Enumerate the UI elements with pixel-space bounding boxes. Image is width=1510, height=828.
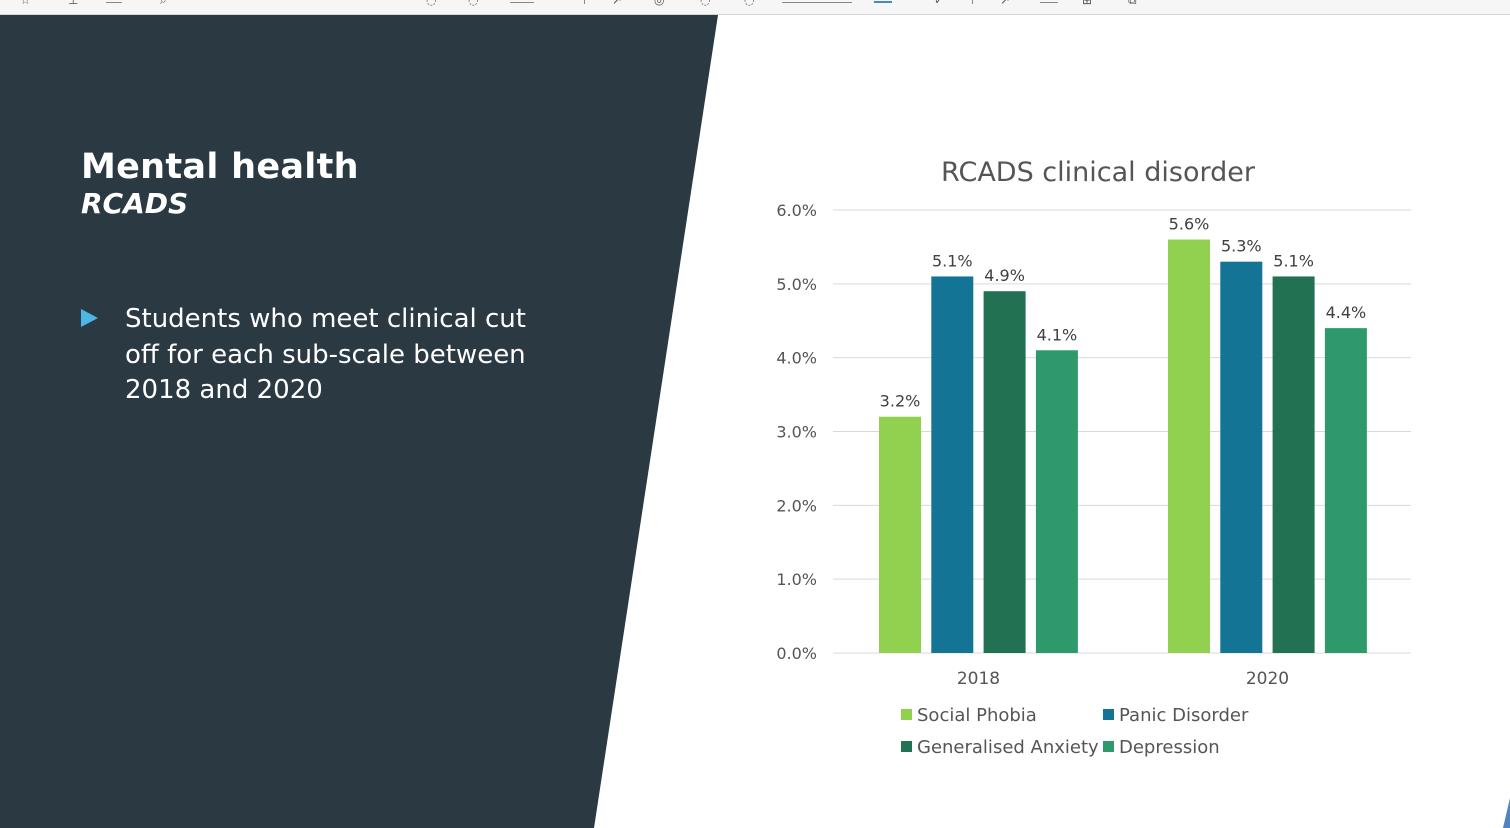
data-label: 5.1% [932,251,973,270]
data-label: 4.1% [1037,325,1078,344]
circle-icon[interactable]: ◎ [654,0,665,7]
chart-title: RCADS clinical disorder [941,157,1256,188]
data-label: 5.3% [1221,237,1262,256]
slide-title: Mental health [81,147,359,187]
bar-panic-disorder-2020 [1220,261,1263,653]
data-label: 5.6% [1169,215,1210,234]
bar-depression-2020 [1324,328,1367,653]
legend-swatch [1103,709,1114,720]
circle-icon[interactable]: ◌ [744,0,755,7]
box-icon[interactable] [510,2,534,3]
y-tick-label: 5.0% [776,275,817,294]
legend-label: Generalised Anxiety [917,737,1099,758]
bar-panic-disorder-2018 [931,276,974,653]
bar-icon[interactable] [782,2,852,3]
star-icon[interactable]: ☆ [20,0,31,7]
pen-icon[interactable]: ✓ [934,0,945,7]
legend-swatch [901,741,912,752]
x-category-label: 2020 [1246,669,1289,689]
chart-icon[interactable]: ⊞ [1082,0,1093,7]
y-tick-label: 1.0% [776,570,817,589]
category-axis: 2018 2020 [957,669,1289,689]
toolbar: ☆ ⊥ ⌕ ◌ ◌ ↗ ◎ ◌ ◌ ✓ ↗ ⊞ ⧉ [0,0,1510,15]
search-icon[interactable]: ⌕ [160,0,167,7]
bar-social-phobia-2020 [1168,239,1210,654]
legend-label: Social Phobia [917,705,1037,726]
bars [879,239,1367,654]
arrow-icon[interactable]: ↗ [1000,0,1011,7]
bar-depression-2018 [1035,350,1078,653]
bar-generalised-anxiety-2020 [1272,276,1315,653]
bar-generalised-anxiety-2018 [983,291,1026,653]
x-category-label: 2018 [957,669,1000,689]
note-icon[interactable] [106,2,122,3]
data-label: 5.1% [1273,251,1314,270]
table-icon[interactable] [1040,2,1058,3]
bullet-arrow-icon [81,309,98,327]
grid: 0.0% 1.0% 2.0% 3.0% 4.0% 5.0% 6.0% [776,201,1411,663]
chart: RCADS clinical disorder 0.0% 1.0% 2.0% 3.0%… [776,157,1411,758]
circle-icon[interactable]: ◌ [468,0,479,7]
data-label: 4.4% [1326,303,1367,322]
data-label: 4.9% [984,266,1025,285]
separator [972,0,973,4]
y-tick-label: 2.0% [776,496,817,515]
dark-panel [0,15,718,828]
legend-label: Panic Disorder [1119,705,1249,726]
y-tick-label: 0.0% [776,644,817,663]
data-label: 3.2% [880,392,921,411]
legend-label: Depression [1119,737,1220,758]
arrow-icon[interactable]: ↗ [612,0,623,7]
bar-social-phobia-2018 [879,416,921,653]
legend-swatch [901,709,912,720]
legend: Social Phobia Panic Disorder Generalised A… [901,705,1249,758]
copy-icon[interactable]: ⧉ [1128,0,1137,7]
y-tick-label: 3.0% [776,423,817,442]
circle-icon[interactable]: ◌ [700,0,711,7]
slide-subtitle: RCADS [81,187,189,220]
circle-icon[interactable]: ◌ [426,0,437,7]
data-labels: 3.2% 5.1% 4.9% 4.1% 5.6% 5.3% 5.1% 4.4% [880,215,1367,411]
corner-mark [1503,798,1510,828]
legend-swatch [1103,741,1114,752]
separator [584,0,585,4]
book-icon[interactable] [874,1,892,3]
pin-icon[interactable]: ⊥ [68,0,79,7]
slide: Mental health RCADS Students who meet cl… [0,15,1510,828]
y-tick-label: 4.0% [776,349,817,368]
y-tick-label: 6.0% [776,201,817,220]
bullet-text: Students who meet clinical cut off for e… [125,304,526,405]
